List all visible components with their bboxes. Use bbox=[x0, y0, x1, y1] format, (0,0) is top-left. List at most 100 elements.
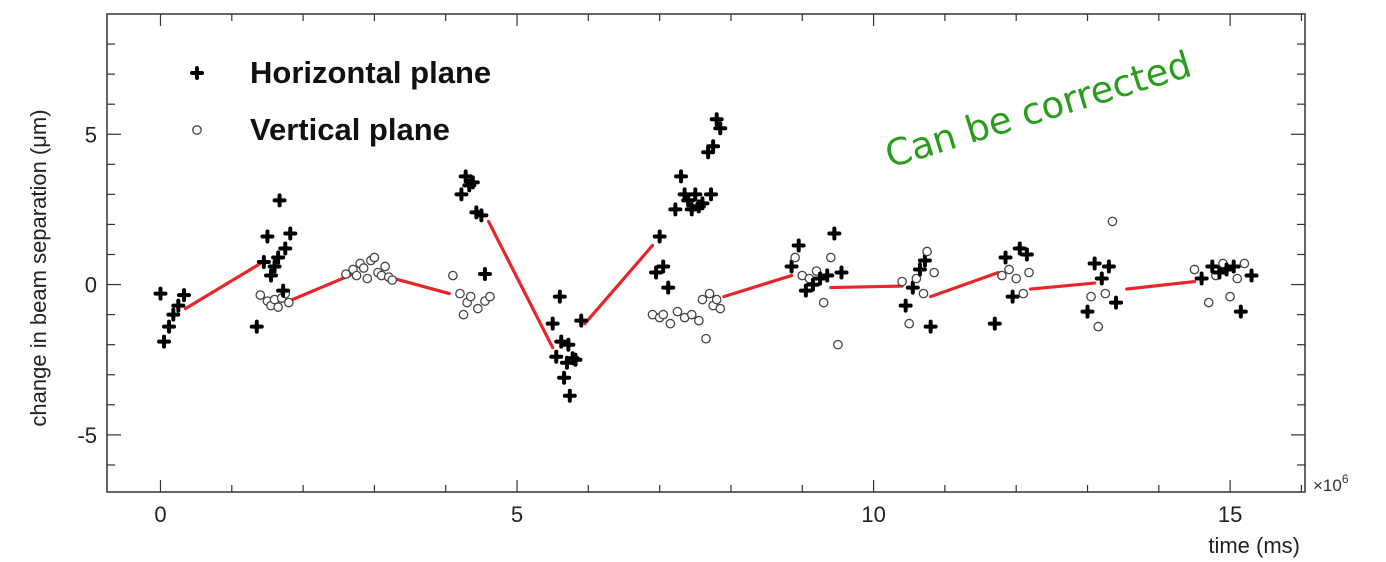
point-horizontal bbox=[249, 319, 264, 334]
point-mixed-horizontal bbox=[1005, 289, 1020, 304]
legend-label-vertical: Vertical plane bbox=[250, 112, 450, 147]
x-tick-label: 15 bbox=[1218, 502, 1242, 527]
fit-line bbox=[486, 219, 555, 350]
point-horizontal bbox=[709, 112, 724, 127]
point-vertical bbox=[273, 302, 283, 312]
point-horizontal bbox=[260, 229, 275, 244]
annotation-can-be-corrected: Can be corrected bbox=[880, 43, 1196, 177]
point-vertical bbox=[255, 290, 266, 300]
y-tick-label: 5 bbox=[85, 122, 97, 147]
point-vertical bbox=[380, 261, 390, 272]
point-horizontal bbox=[681, 193, 696, 208]
point-vertical bbox=[351, 270, 362, 281]
point-mixed-vertical bbox=[918, 288, 929, 299]
point-mixed-vertical bbox=[1232, 273, 1243, 284]
point-mixed-vertical bbox=[1107, 216, 1118, 227]
point-vertical bbox=[362, 273, 373, 284]
point-mixed-vertical bbox=[911, 273, 922, 284]
point-horizontal bbox=[474, 208, 489, 223]
point-mixed-horizontal bbox=[1194, 271, 1209, 286]
fit-line bbox=[1125, 279, 1197, 291]
point-horizontal bbox=[703, 187, 718, 202]
point-horizontal bbox=[549, 349, 564, 364]
point-horizontal bbox=[458, 169, 473, 184]
point-vertical bbox=[672, 306, 683, 317]
point-mixed-vertical bbox=[997, 270, 1007, 281]
point-mixed-vertical bbox=[790, 252, 800, 263]
point-mixed-vertical bbox=[1018, 288, 1029, 299]
point-mixed-horizontal bbox=[1212, 265, 1227, 280]
point-vertical bbox=[715, 303, 726, 314]
legend-marker-horizontal bbox=[190, 66, 204, 80]
point-mixed-vertical bbox=[929, 267, 940, 278]
point-horizontal bbox=[477, 267, 492, 282]
fit-line bbox=[183, 261, 262, 311]
x-multiplier: ×106 bbox=[1313, 472, 1349, 495]
x-tick-label: 0 bbox=[154, 502, 166, 527]
point-vertical bbox=[485, 291, 495, 302]
fit-line bbox=[929, 270, 1000, 299]
point-horizontal bbox=[278, 241, 293, 256]
point-horizontal bbox=[267, 259, 282, 274]
point-vertical bbox=[448, 270, 458, 281]
point-mixed-horizontal bbox=[923, 319, 938, 334]
point-horizontal bbox=[706, 139, 721, 154]
point-horizontal bbox=[557, 370, 572, 385]
fit-line bbox=[1028, 281, 1097, 291]
point-horizontal bbox=[668, 202, 683, 217]
point-vertical bbox=[283, 297, 294, 308]
point-mixed-horizontal bbox=[1087, 256, 1102, 271]
point-horizontal bbox=[171, 298, 186, 313]
point-vertical bbox=[465, 291, 476, 302]
point-horizontal bbox=[166, 307, 181, 322]
point-horizontal bbox=[157, 334, 172, 349]
point-mixed-vertical bbox=[818, 297, 829, 308]
fit-line bbox=[583, 243, 655, 326]
point-horizontal bbox=[568, 352, 583, 367]
point-mixed-horizontal bbox=[917, 253, 932, 268]
point-horizontal bbox=[713, 121, 728, 136]
point-mixed-horizontal bbox=[998, 250, 1013, 265]
point-vertical bbox=[697, 294, 708, 305]
point-mixed-vertical bbox=[1225, 291, 1235, 302]
point-vertical bbox=[665, 318, 676, 329]
legend: Horizontal plane Vertical plane bbox=[190, 55, 491, 147]
x-multiplier-exponent: 6 bbox=[1342, 472, 1349, 486]
point-mixed-vertical bbox=[1239, 258, 1250, 269]
point-mixed-horizontal bbox=[1219, 262, 1234, 277]
point-mixed-horizontal bbox=[1101, 259, 1116, 274]
legend-marker-vertical bbox=[192, 125, 202, 135]
point-vertical bbox=[686, 309, 697, 320]
point-horizontal bbox=[256, 255, 271, 270]
point-horizontal bbox=[562, 388, 577, 403]
point-horizontal bbox=[674, 169, 689, 184]
point-mixed-vertical bbox=[1203, 297, 1214, 308]
point-mixed-horizontal bbox=[912, 262, 927, 277]
point-mixed-horizontal bbox=[1244, 268, 1259, 283]
fit-line bbox=[387, 275, 451, 296]
point-vertical bbox=[704, 288, 715, 299]
data-markers bbox=[153, 112, 1259, 403]
point-mixed-vertical bbox=[1004, 264, 1014, 275]
plot-frame bbox=[106, 13, 1306, 493]
point-mixed-vertical bbox=[1011, 273, 1022, 284]
point-horizontal bbox=[574, 313, 589, 328]
point-horizontal bbox=[695, 196, 710, 211]
x-tick-label: 5 bbox=[511, 502, 523, 527]
point-horizontal bbox=[162, 319, 177, 334]
x-axis-label: time (ms) bbox=[1208, 533, 1300, 558]
point-vertical bbox=[458, 309, 469, 320]
fit-line bbox=[829, 284, 904, 290]
point-mixed-horizontal bbox=[1094, 271, 1109, 286]
point-mixed-vertical bbox=[922, 246, 932, 257]
point-horizontal bbox=[283, 226, 298, 241]
point-horizontal bbox=[545, 316, 560, 331]
point-mixed-horizontal bbox=[1012, 241, 1027, 256]
point-vertical bbox=[694, 315, 704, 326]
point-vertical bbox=[701, 333, 711, 344]
point-mixed-horizontal bbox=[987, 316, 1002, 331]
point-mixed-horizontal bbox=[1233, 304, 1248, 319]
point-vertical bbox=[658, 309, 669, 320]
point-horizontal bbox=[264, 268, 279, 283]
